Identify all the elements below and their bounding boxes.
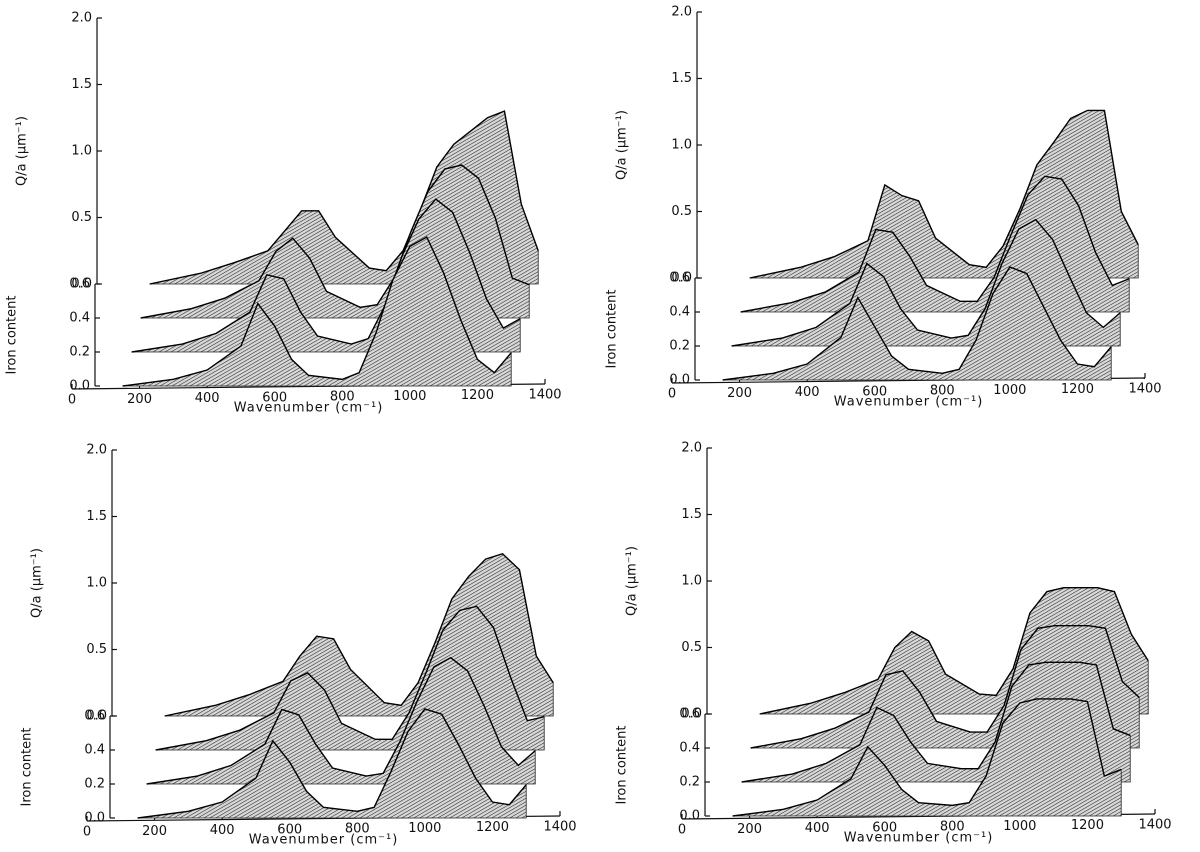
z-axis-label: Iron content — [20, 728, 35, 807]
x-axis-label: Wavenumber (cm⁻¹) — [834, 395, 984, 410]
x-tick-label: 1000 — [993, 383, 1026, 398]
x-tick-label: 0 — [68, 393, 76, 408]
surface-curve — [149, 110, 539, 285]
x-tick-label: 1200 — [461, 388, 494, 403]
y-tick-label: 1.5 — [671, 71, 692, 86]
x-tick-label: 600 — [862, 384, 887, 399]
x-tick-label: 1000 — [408, 821, 441, 836]
y-tick-label: 0.0 — [86, 709, 107, 724]
surface-curve — [722, 266, 1112, 381]
y-tick-label: 0.5 — [671, 204, 692, 219]
surface-curve — [741, 661, 1131, 783]
z-tick-label: 0.4 — [679, 741, 700, 756]
surface-curve — [146, 656, 536, 785]
surface-curve — [164, 552, 554, 717]
x-tick-label: 400 — [805, 821, 830, 836]
x-tick-label: 200 — [127, 392, 152, 407]
z-tick-label: 0.2 — [679, 775, 700, 790]
y-tick-label: 0.0 — [671, 271, 692, 286]
x-tick-label: 200 — [727, 386, 752, 401]
y-axis-label: Q/a (μm⁻¹) — [615, 110, 630, 180]
x-tick-label: 1000 — [1003, 819, 1036, 834]
x-tick-label: 1200 — [1071, 818, 1104, 833]
surface-curve — [122, 236, 512, 387]
x-tick-label: 200 — [737, 822, 762, 837]
x-tick-label: 600 — [277, 822, 302, 837]
y-tick-label: 0.5 — [681, 640, 702, 655]
x-tick-label: 1200 — [476, 820, 509, 835]
surface-curve — [740, 175, 1130, 313]
surface-curve — [131, 198, 521, 353]
y-tick-label: 1.0 — [86, 576, 107, 591]
z-axis-label: Iron content — [615, 726, 630, 805]
y-tick-label: 1.5 — [71, 77, 92, 92]
surface-curve — [140, 164, 530, 319]
y-tick-label: 0.5 — [71, 210, 92, 225]
x-axis-label: Wavenumber (cm⁻¹) — [844, 831, 994, 846]
x-tick-label: 800 — [940, 820, 965, 835]
x-tick-label: 400 — [795, 385, 820, 400]
y-axis-label: Q/a (μm⁻¹) — [30, 548, 45, 618]
x-tick-label: 800 — [330, 390, 355, 405]
x-tick-label: 600 — [262, 390, 287, 405]
z-tick-label: 0.6 — [669, 271, 690, 286]
y-tick-label: 2.0 — [86, 443, 107, 458]
z-tick-label: 0.4 — [84, 743, 105, 758]
surface-curve — [732, 698, 1122, 817]
surface-curve — [750, 624, 1140, 749]
x-tick-label: 600 — [872, 820, 897, 835]
y-tick-label: 1.5 — [681, 507, 702, 522]
y-tick-label: 1.0 — [71, 144, 92, 159]
y-tick-label: 0.0 — [71, 277, 92, 292]
y-tick-label: 1.5 — [86, 509, 107, 524]
z-tick-label: 0.2 — [669, 339, 690, 354]
x-tick-label: 800 — [345, 822, 370, 837]
y-tick-label: 2.0 — [71, 11, 92, 26]
surface-curve — [759, 586, 1149, 715]
y-tick-label: 1.0 — [681, 574, 702, 589]
z-tick-label: 0.6 — [84, 709, 105, 724]
y-axis-label: Q/a (μm⁻¹) — [625, 546, 640, 616]
z-tick-label: 0.0 — [84, 811, 105, 826]
surface-curve — [155, 605, 545, 751]
x-tick-label: 1400 — [543, 820, 576, 835]
x-tick-label: 1000 — [393, 389, 426, 404]
x-axis-label: Wavenumber (cm⁻¹) — [234, 401, 384, 416]
surface-curve — [731, 218, 1121, 347]
x-tick-label: 1400 — [528, 388, 561, 403]
x-tick-label: 0 — [668, 387, 676, 402]
x-tick-label: 800 — [930, 384, 955, 399]
z-axis-label: Iron content — [5, 296, 20, 375]
y-tick-label: 0.5 — [86, 642, 107, 657]
z-tick-label: 0.0 — [69, 379, 90, 394]
y-tick-label: 0.0 — [681, 707, 702, 722]
z-tick-label: 0.6 — [679, 707, 700, 722]
z-tick-label: 0.0 — [669, 373, 690, 388]
y-axis-label: Q/a (μm⁻¹) — [15, 116, 30, 186]
surface-curve — [137, 708, 527, 819]
z-tick-label: 0.4 — [69, 311, 90, 326]
x-tick-label: 200 — [142, 824, 167, 839]
x-axis-label: Wavenumber (cm⁻¹) — [249, 833, 399, 848]
y-tick-label: 2.0 — [671, 5, 692, 20]
x-tick-label: 1400 — [1128, 382, 1161, 397]
x-tick-label: 1200 — [1061, 382, 1094, 397]
x-tick-label: 400 — [210, 823, 235, 838]
y-tick-label: 1.0 — [671, 138, 692, 153]
y-tick-label: 2.0 — [681, 441, 702, 456]
x-tick-label: 0 — [678, 823, 686, 838]
z-tick-label: 0.2 — [84, 777, 105, 792]
z-tick-label: 0.0 — [679, 809, 700, 824]
x-tick-label: 400 — [195, 391, 220, 406]
z-tick-label: 0.4 — [669, 305, 690, 320]
x-tick-label: 1400 — [1138, 818, 1171, 833]
z-axis-label: Iron content — [605, 290, 620, 369]
z-tick-label: 0.6 — [69, 277, 90, 292]
surface-curve — [749, 109, 1139, 279]
x-tick-label: 0 — [83, 825, 91, 840]
z-tick-label: 0.2 — [69, 345, 90, 360]
